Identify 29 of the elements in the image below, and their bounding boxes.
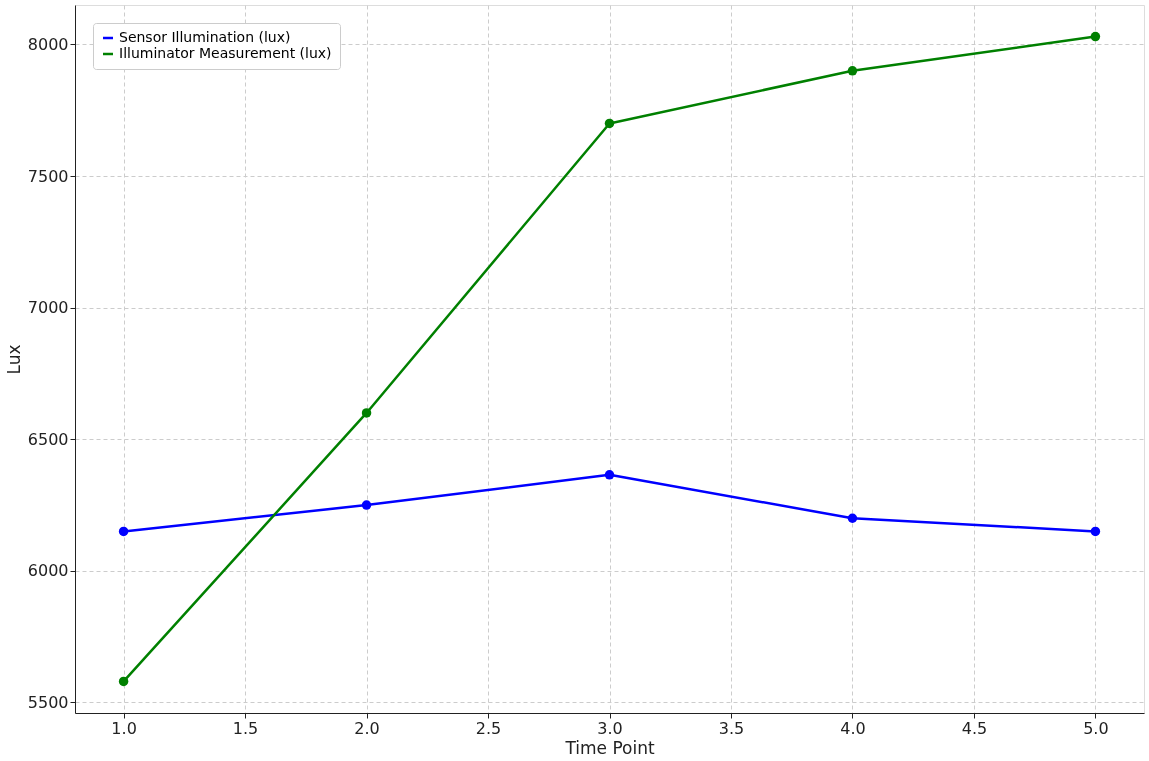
point <box>1090 526 1101 537</box>
point <box>118 526 129 537</box>
y-tick-label: 5500 <box>27 692 69 712</box>
point <box>604 470 615 480</box>
point <box>847 513 858 523</box>
point <box>604 118 615 129</box>
point <box>361 500 372 510</box>
x-tick-label: 5.0 <box>1083 718 1109 738</box>
x-tick-label: 1.5 <box>232 718 259 738</box>
y-tick-label: 7500 <box>27 166 69 186</box>
point <box>118 676 129 687</box>
legend-label: Sensor Illumination (lux) <box>119 29 291 45</box>
legend-label: Illuminator Measurement (lux) <box>119 45 332 61</box>
y-tick-label: 8000 <box>27 34 69 54</box>
x-tick-label: 4.5 <box>961 718 988 738</box>
x-tick-label: 2.0 <box>354 718 380 738</box>
y-tick-label: 6000 <box>27 561 69 581</box>
x-tick-label: 1.0 <box>111 718 137 738</box>
x-tick-label: 2.5 <box>475 718 502 738</box>
point <box>361 408 372 418</box>
y-tick-label: 7000 <box>27 298 69 318</box>
point <box>1090 31 1101 42</box>
x-axis-title: Time Point <box>564 737 655 758</box>
y-tick-label: 6500 <box>27 429 69 449</box>
x-tick-label: 3.5 <box>718 718 745 738</box>
x-tick-label: 3.0 <box>597 718 623 738</box>
y-axis-title: Lux <box>3 344 24 375</box>
x-tick-label: 4.0 <box>840 718 866 738</box>
point <box>847 66 858 76</box>
